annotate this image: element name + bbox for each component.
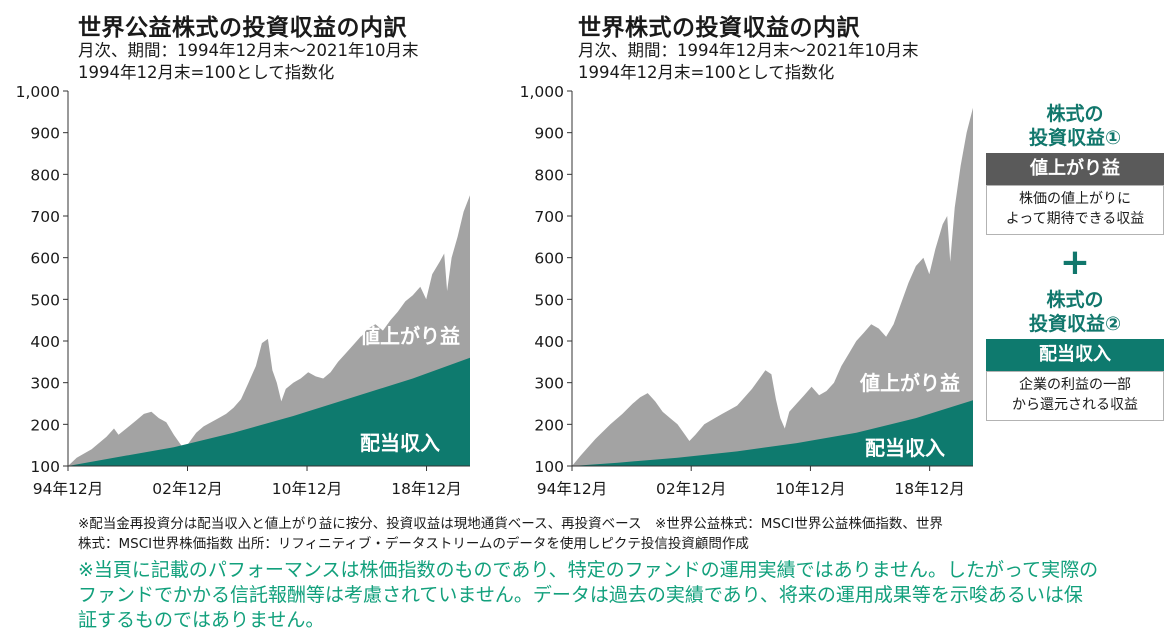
chart-2-subtitle-1: 月次、期間：1994年12月末～2021年10月末 [578,41,919,60]
chart-1-y-tick-label: 200 [30,416,60,434]
chart-1-y-tick-label: 900 [30,125,60,143]
chart-2-series-capital-gain-area [572,107,973,466]
chart-2-y-tick-label: 1,000 [520,83,564,101]
legend-dividend-label: 配当収入 [986,339,1164,371]
chart-1-y-tick-label: 400 [30,333,60,351]
chart-2-plot: 1,000 900 800 700 600 500 400 300 200 100 94年12月 02… [520,83,973,498]
chart-1-annotation-dividend: 配当収入 [360,431,440,455]
chart-2-title: 世界株式の投資収益の内訳 [578,15,860,41]
chart-1-y-tick-label: 500 [30,291,60,309]
footnote-line-1: ※配当金再投資分は配当収入と値上がり益に按分、投資収益は現地通貨ベース、再投資ベ… [78,516,943,532]
legend-capital-gain-desc-line1: 株価の値上がりに [1019,191,1131,207]
legend-capital-gain-label: 値上がり益 [986,153,1164,185]
chart-1-x-tick-label: 94年12月 [33,480,103,498]
chart-1-y-tick-label: 100 [30,458,60,476]
legend-capital-gain-desc-line2: よって期待できる収益 [1005,211,1145,227]
legend-2-heading-line2: 投資収益② [1028,313,1122,335]
legend-dividend-desc-line2: から還元される収益 [1012,397,1138,413]
chart-2-y-tick-label: 800 [534,166,564,184]
chart-1-plot: 1,000 900 800 700 600 500 400 300 200 100 94年12月 02… [16,83,470,498]
disclaimer-line-2: ファンドでかかる信託報酬等は考慮されていません。データは過去の実績であり、将来の… [78,584,1083,606]
chart-1-y-tick-label: 700 [30,208,60,226]
chart-2-y-tick-label: 200 [534,416,564,434]
legend-capital-gain-desc: 株価の値上がりに よって期待できる収益 [986,185,1164,235]
chart-2-annotation-capital-gain: 値上がり益 [859,371,960,395]
legend-dividend-desc: 企業の利益の一部 から還元される収益 [986,371,1164,421]
chart-1-x-tick-label: 02年12月 [152,480,222,498]
chart-2-y-tick-label: 700 [534,208,564,226]
disclaimer-line-1: ※当頁に記載のパフォーマンスは株価指数のものであり、特定のファンドの運用実績では… [78,559,1099,581]
chart-2-y-tick-label: 300 [534,375,564,393]
chart-2-annotation-dividend: 配当収入 [865,436,945,460]
chart-2-series-dividend-area [572,400,973,466]
chart-2-x-tick-label: 02年12月 [656,480,726,498]
disclaimer-line-3: 証するものではありません。 [78,609,325,631]
footnote-line-2: 株式：MSCI世界株価指数 出所：リフィニティブ・データストリームのデータを使用… [78,536,749,552]
chart-2-x-tick-label: 18年12月 [894,480,964,498]
chart-1-y-tick-label: 300 [30,375,60,393]
chart-1-y-tick-label: 1,000 [16,83,60,101]
chart-1-series-dividend-area [68,357,470,466]
chart-2-y-tick-label: 500 [534,291,564,309]
chart-1-y-tick-label: 600 [30,250,60,268]
legend-2-heading: 株式の 投資収益② [985,288,1165,336]
chart-1-y-tick-label: 800 [30,166,60,184]
chart-2-subtitle-2: 1994年12月末=100として指数化 [578,63,835,82]
chart-2-x-tick-label: 10年12月 [775,480,845,498]
chart-2-y-tick-label: 600 [534,250,564,268]
chart-1-subtitle-1: 月次、期間：1994年12月末～2021年10月末 [78,41,419,60]
legend-1-heading-line1: 株式の [1046,103,1104,125]
chart-2-y-tick-label: 100 [534,458,564,476]
legend-1-heading: 株式の 投資収益① [985,102,1165,150]
chart-1-subtitle-2: 1994年12月末=100として指数化 [78,63,335,82]
chart-1-x-tick-label: 10年12月 [272,480,342,498]
chart-2-x-tick-label: 94年12月 [537,480,607,498]
legend-dividend-desc-line1: 企業の利益の一部 [1019,377,1131,393]
chart-1-title: 世界公益株式の投資収益の内訳 [78,15,407,41]
chart-1-x-tick-label: 18年12月 [391,480,461,498]
plus-icon: + [1059,242,1091,283]
legend-2-heading-line1: 株式の [1046,289,1104,311]
chart-2-y-tick-label: 900 [534,125,564,143]
chart-2-y-tick-label: 400 [534,333,564,351]
legend-1-heading-line2: 投資収益① [1028,127,1122,149]
chart-1-annotation-capital-gain: 値上がり益 [359,324,460,348]
